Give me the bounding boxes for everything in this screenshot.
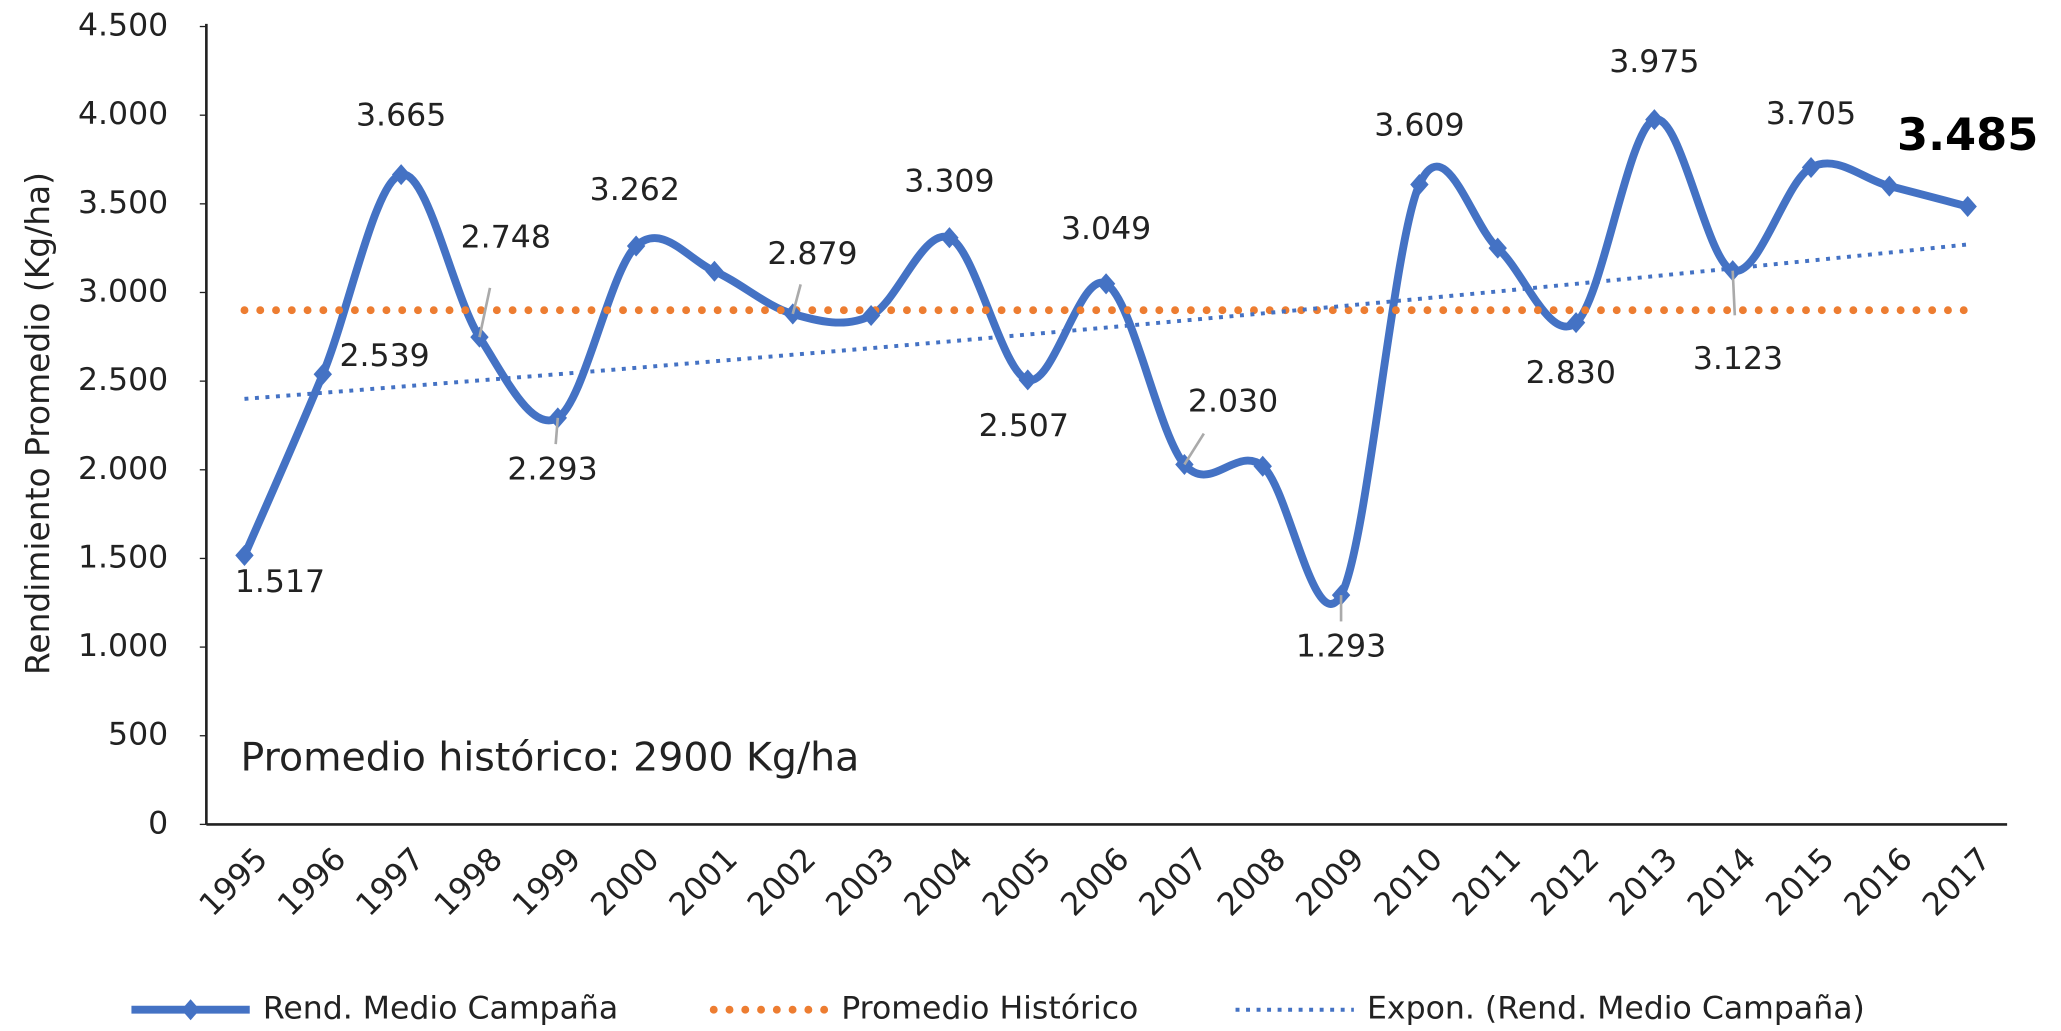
marker [705,260,724,282]
x-tick-label: 2012 [1524,841,1606,923]
x-tick-label: 2001 [663,841,745,923]
x-tick-label: 2008 [1211,841,1293,923]
y-tick-label: 1.000 [78,628,168,664]
y-tick-label: 3.500 [78,185,168,221]
x-tick-label: 2015 [1759,841,1841,923]
legend-label: Expon. (Rend. Medio Campaña) [1367,991,1865,1027]
x-tick-label: 2002 [741,841,823,923]
marker [313,363,333,385]
data-label: 2.030 [1188,384,1278,420]
x-tick-label: 2004 [898,841,980,923]
data-label: 2.293 [507,451,597,487]
trend-line [244,242,1968,401]
marker [1880,175,1899,197]
marker [1801,156,1821,179]
y-tick-label: 2.000 [78,451,168,487]
data-label: 3.485 [1897,109,2038,161]
leader-line [791,284,802,315]
marker [1723,260,1742,282]
leader-line [478,287,492,338]
marker [861,305,881,327]
x-tick-label: 1996 [271,841,353,923]
data-label: 3.975 [1609,44,1699,80]
x-tick-label: 2017 [1916,841,1998,923]
leader-line [1183,432,1205,466]
y-axis-title: Rendimiento Promedio (Kg/ha) [18,172,57,675]
x-tick-label: 2014 [1681,841,1763,923]
y-tick-label: 2.500 [78,362,168,398]
x-tick-label: 1995 [193,841,275,923]
data-label: 3.123 [1693,341,1783,377]
data-label: 2.539 [339,338,429,374]
marker [1566,312,1586,334]
x-tick-label: 1997 [349,841,431,923]
marker [626,235,646,257]
x-tick-label: 2006 [1054,841,1136,923]
x-tick-label: 2007 [1133,841,1215,923]
y-tick-label: 4.500 [78,8,168,44]
x-tick-label: 2011 [1446,841,1528,923]
marker [940,227,959,249]
data-label: 2.879 [767,236,857,272]
x-tick-label: 1998 [428,841,510,923]
data-label: 3.705 [1766,96,1856,132]
x-tick-label: 2003 [819,841,901,923]
y-tick-label: 4.000 [78,96,168,132]
x-tick-label: 2013 [1603,841,1685,923]
annotation: Promedio histórico: 2900 Kg/ha [241,734,860,780]
x-tick-label: 2010 [1368,841,1450,923]
data-label: 2.748 [461,220,551,256]
series-line [240,115,1969,608]
marker [1410,173,1429,196]
leader-line [1731,270,1737,316]
marker [391,164,411,186]
legend-label: Rend. Medio Campaña [263,991,618,1027]
legend-label: Promedio Histórico [841,991,1138,1027]
y-tick-label: 500 [108,717,168,753]
data-label: 1.293 [1296,629,1386,665]
data-label: 3.049 [1061,211,1151,247]
x-tick-label: 2009 [1289,841,1371,923]
marker [1958,195,1977,218]
marker [235,544,254,566]
data-label: 1.517 [235,564,325,600]
x-tick-label: 2016 [1838,841,1920,923]
x-tick-label: 2005 [976,841,1058,923]
marker [1096,273,1116,295]
x-tick-label: 2000 [584,841,666,923]
y-tick-label: 3.000 [78,273,168,309]
leader-line [554,417,560,445]
marker [1018,369,1037,391]
data-label: 3.609 [1374,108,1464,144]
marker [1253,455,1272,477]
data-label: 2.830 [1526,355,1616,391]
data-label: 3.309 [904,163,994,199]
y-tick-label: 1.500 [78,539,168,575]
marker [1488,237,1507,259]
legend-marker [181,999,200,1021]
data-label: 3.262 [590,172,680,208]
y-tick-label: 0 [148,805,168,841]
data-label: 2.507 [979,408,1069,444]
x-tick-label: 1999 [506,841,588,923]
data-label: 3.665 [356,98,446,134]
